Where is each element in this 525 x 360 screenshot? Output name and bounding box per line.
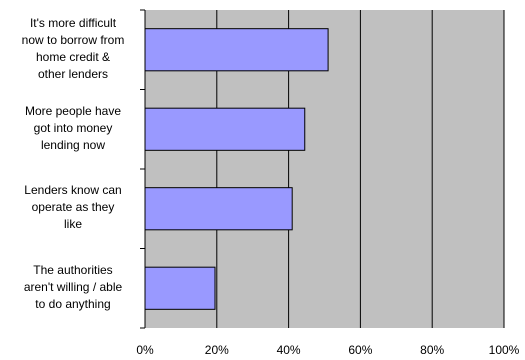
- bar-4: [144, 266, 216, 310]
- category-label-line: other lenders: [37, 66, 109, 81]
- category-label-line: Lenders know can: [24, 183, 122, 198]
- category-label-line: operate as they: [31, 200, 115, 215]
- x-tick-label: 80%: [420, 343, 444, 357]
- category-label-line: aren't willing / able: [23, 279, 123, 294]
- category-label-line: like: [63, 217, 82, 232]
- bars: [144, 28, 329, 310]
- bar-1: [144, 28, 329, 72]
- category-label-4: The authorities aren't willing / able to d…: [8, 262, 138, 313]
- category-label-line: now to borrow from: [21, 32, 125, 47]
- category-label-line: The authorities: [33, 262, 113, 277]
- x-tick-labels: 0% 20% 40% 60% 80% 100%: [136, 343, 519, 357]
- category-label-line: home credit &: [35, 49, 111, 64]
- category-label-3: Lenders know can operate as they like: [8, 182, 138, 233]
- category-label-line: It's more difficult: [29, 15, 117, 30]
- category-label-1: It's more difficult now to borrow from hom…: [8, 15, 138, 83]
- category-label-line: More people have: [24, 103, 122, 118]
- x-tick-label: 20%: [205, 343, 229, 357]
- bar-2: [144, 107, 306, 151]
- y-axis-ticks: [140, 9, 145, 329]
- category-label-2: More people have got into money lending no…: [8, 103, 138, 154]
- category-label-line: lending now: [40, 137, 106, 152]
- category-label-line: got into money: [33, 120, 113, 135]
- category-label-line: to do anything: [35, 296, 111, 311]
- bar-3: [144, 187, 293, 231]
- x-tick-label: 40%: [277, 343, 301, 357]
- x-tick-label: 100%: [489, 343, 520, 357]
- x-tick-label: 0%: [136, 343, 154, 357]
- x-tick-label: 60%: [348, 343, 372, 357]
